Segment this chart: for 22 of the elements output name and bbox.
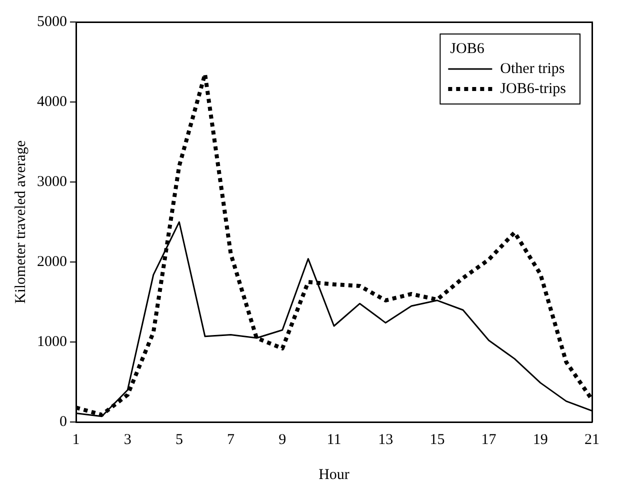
x-tick-label: 1 [72,432,80,448]
x-tick-label: 17 [481,432,497,448]
x-tick-label: 9 [278,432,286,448]
legend-title: JOB6 [450,40,485,57]
x-tick-label: 15 [430,432,445,448]
y-axis-title: Kilometer traveled average [12,140,29,304]
x-tick-label: 13 [378,432,394,448]
legend-label: Other trips [500,60,565,77]
y-tick-label: 0 [60,414,67,430]
y-tick-label: 4000 [37,94,67,110]
x-axis-title: Hour [318,466,350,483]
x-tick-label: 11 [326,432,342,448]
x-tick-label: 7 [227,432,236,448]
y-tick-label: 2000 [37,254,67,270]
legend-label: JOB6-trips [500,80,566,97]
y-tick-label: 1000 [37,334,67,350]
x-tick-label: 5 [175,432,183,448]
y-tick-label: 3000 [37,174,67,190]
x-tick-label: 19 [532,432,548,448]
x-tick-label: 21 [584,432,600,448]
x-tick-label: 3 [124,432,132,448]
y-tick-label: 5000 [37,14,67,30]
